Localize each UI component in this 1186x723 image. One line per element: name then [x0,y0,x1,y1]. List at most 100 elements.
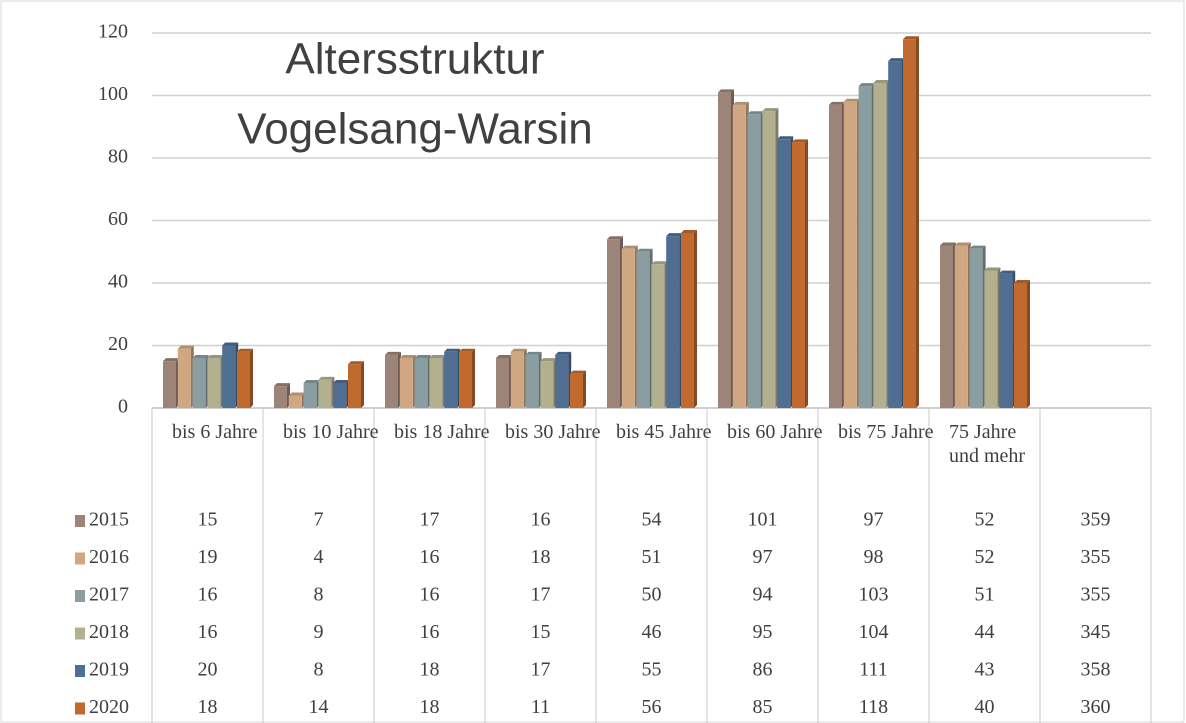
bar-face [843,101,857,408]
bar-face [570,373,583,408]
bar [621,245,638,408]
bar-face [747,114,761,408]
legend-label: 2020 [89,696,129,718]
y-tick-label: 0 [118,396,128,418]
bar-face [1027,280,1030,408]
bar [414,355,431,408]
table-value: 111 [859,659,888,681]
bar-face [954,242,971,246]
bar-face [385,351,401,355]
bar-face [361,361,364,408]
table-value: 101 [748,509,778,531]
table-value: 51 [642,546,662,568]
bar-face [444,351,458,408]
x-tick-label: bis 30 Jahre [505,421,601,443]
y-tick-label: 40 [108,271,128,293]
bar [496,355,512,408]
bar [681,230,697,408]
bar-face [969,248,983,408]
bar [636,248,653,408]
bar-face [694,230,697,408]
legend-label: 2016 [89,546,129,568]
bar-face [385,354,398,408]
bar-face [496,358,509,408]
bar-face [472,348,475,408]
x-tick-label: bis 45 Jahre [616,421,712,443]
bar-face [274,383,290,387]
table-value: 50 [642,584,662,606]
table-value: 15 [531,621,551,643]
legend-swatch [75,552,85,565]
bar-face [843,98,860,102]
bar-face [555,351,572,355]
bar-face [805,139,808,408]
x-tick-label: 75 Jahre und mehr [949,421,1026,467]
table-value: 17 [531,584,551,606]
table-value: 17 [531,659,551,681]
bar-face [540,358,557,362]
bar-face [651,264,665,408]
table-value: 95 [753,621,773,643]
bar [222,342,239,408]
bar [459,348,475,408]
bar-face [583,370,586,408]
table-value: 52 [975,546,995,568]
bar-face [940,245,953,408]
bar-face [318,379,332,408]
bar-face [555,354,569,408]
bar-face [444,348,461,352]
bar [829,101,845,408]
bar-face [621,245,638,249]
table-value: 18 [531,546,551,568]
table-value: 40 [975,696,995,718]
chart-title: Vogelsang-Warsin [237,105,592,154]
bar-face [621,248,635,408]
bar-face [718,89,734,93]
bar-face [732,104,746,408]
x-tick-label: bis 60 Jahre [727,421,823,443]
bar-face [762,111,776,408]
bar [843,98,860,408]
bar-face [607,236,623,240]
bar-face [1014,283,1027,408]
bar-face [636,248,653,252]
bar-face [916,36,919,408]
bar-face [348,364,361,408]
bar [607,236,623,408]
bar [348,361,364,408]
table-value: 51 [975,584,995,606]
table-value: 97 [864,509,884,531]
bar-face [288,392,305,396]
bar [444,348,461,408]
table-value: 98 [864,546,884,568]
bar-face [163,361,176,408]
bar [732,101,749,408]
bar [555,351,572,408]
table-value: 7 [314,509,324,531]
table-value: 44 [975,621,995,643]
table-value: 345 [1081,621,1111,643]
bar-face [496,355,512,358]
bar-face [163,358,179,362]
bar-face [414,358,428,408]
table-value: 97 [753,546,773,568]
bar-face [207,355,224,358]
table-value: 46 [642,621,662,643]
bar [718,89,734,408]
bar-face [288,395,302,408]
bar [303,380,320,408]
bar [888,58,905,408]
x-tick-label: bis 75 Jahre [838,421,934,443]
table-value: 355 [1081,546,1111,568]
bar-face [888,58,905,62]
bar-face [207,358,221,408]
bar [399,355,416,408]
bar [333,380,350,408]
bar [954,242,971,408]
x-tick-label: bis 18 Jahre [394,421,490,443]
table-value: 16 [198,621,218,643]
bar [666,233,683,408]
x-tick-label: bis 6 Jahre [172,421,258,443]
